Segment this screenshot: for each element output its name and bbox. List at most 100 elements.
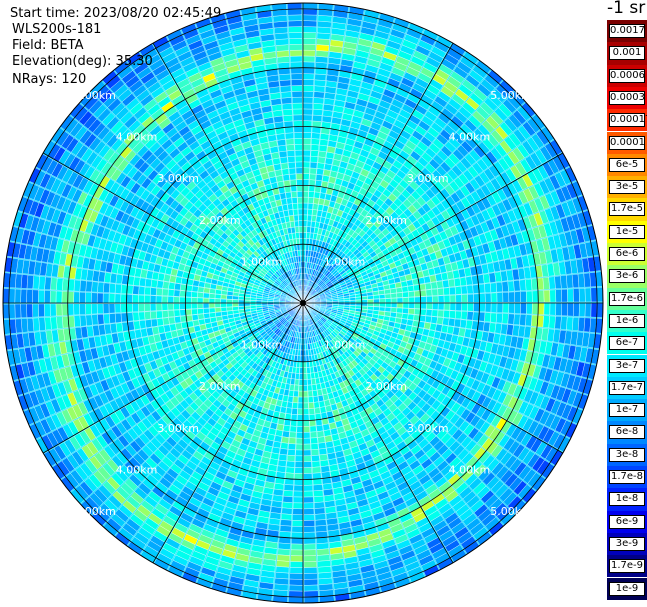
ppi-gate (232, 306, 239, 311)
ppi-gate (302, 244, 307, 251)
ppi-gate (466, 285, 474, 294)
ppi-gate (73, 291, 80, 304)
ppi-gate (290, 419, 297, 427)
ppi-gate (425, 309, 433, 317)
ppi-gate (455, 302, 462, 311)
ppi-gate (97, 314, 105, 325)
ppi-gate (289, 578, 304, 586)
ppi-gate (279, 525, 292, 533)
ppi-gate (436, 316, 444, 325)
ppi-gate (490, 292, 498, 303)
ppi-gate (138, 294, 145, 304)
ppi-gate (303, 584, 319, 592)
ppi-gate (303, 531, 316, 539)
ppi-gate (373, 298, 380, 303)
ppi-gate (302, 208, 308, 216)
ppi-gate (394, 317, 403, 324)
ppi-gate (185, 303, 192, 310)
ppi-gate (310, 372, 316, 380)
ppi-gate (543, 289, 551, 303)
ppi-gate (513, 313, 521, 326)
ppi-gate (303, 508, 315, 515)
ppi-gate (296, 432, 304, 439)
ppi-gate (384, 311, 391, 317)
ppi-gate (215, 311, 222, 318)
ppi-gate (307, 202, 314, 210)
ppi-gate (114, 293, 122, 304)
ppi-gate (209, 312, 217, 318)
ppi-gate (290, 378, 296, 386)
ppi-gate (291, 408, 298, 415)
ppi-gate (156, 318, 164, 327)
ppi-gate (303, 520, 315, 527)
ppi-gate (302, 79, 315, 86)
ppi-gate (309, 366, 315, 374)
ppi-gate (261, 302, 268, 306)
ppi-gate (191, 303, 198, 309)
ppi-gate (400, 318, 408, 325)
ppi-gate (460, 285, 468, 295)
ppi-gate (191, 285, 199, 293)
ppi-gate (303, 396, 309, 404)
ppi-gate (303, 514, 315, 521)
ppi-gate (302, 126, 312, 133)
ppi-gate (310, 443, 319, 450)
ppi-gate (315, 50, 329, 58)
ppi-gate (179, 309, 187, 317)
ppi-gate (191, 297, 198, 304)
ppi-gate (185, 297, 192, 304)
ppi-gate (303, 402, 309, 410)
ppi-gate (466, 311, 474, 321)
ppi-gate (338, 300, 345, 304)
ppi-gate (302, 149, 311, 157)
ppi-gate (297, 408, 304, 415)
ppi-gate (299, 367, 304, 374)
ppi-gate (526, 302, 533, 315)
ppi-gate (318, 198, 325, 206)
ppi-gate (232, 295, 239, 300)
ppi-gate (192, 319, 200, 327)
ppi-gate (307, 390, 313, 398)
ppi-gate (302, 120, 313, 127)
ppi-gate (289, 384, 295, 391)
ppi-gate (584, 302, 592, 318)
ppi-gate (437, 302, 445, 311)
ppi-gate (514, 302, 521, 314)
ppi-gate (168, 316, 176, 325)
ppi-gate (406, 279, 414, 287)
ppi-gate (132, 312, 140, 321)
ppi-gate (114, 283, 122, 294)
ppi-gate (273, 583, 289, 591)
ppi-gate (303, 449, 312, 457)
ppi-gate (583, 317, 591, 333)
ppi-gate (490, 302, 498, 313)
ppi-gate (132, 303, 139, 313)
ppi-gate (443, 287, 450, 296)
ppi-gate (302, 173, 310, 180)
ppi-gate (102, 303, 110, 314)
ppi-gate (313, 97, 324, 105)
ppi-gate (277, 542, 291, 550)
ppi-gate (49, 290, 57, 304)
ppi-gate (238, 306, 245, 310)
ppi-gate (303, 467, 313, 474)
ppi-gate (313, 395, 319, 403)
ppi-gate (297, 396, 304, 404)
ppi-gate (318, 400, 326, 408)
ppi-gate (478, 312, 486, 322)
ppi-gate (167, 303, 174, 311)
ppi-gate (302, 96, 314, 104)
ppi-gate (311, 384, 318, 391)
ppi-gate (508, 291, 515, 303)
ppi-gate (549, 302, 557, 316)
ppi-gate (555, 289, 562, 303)
ppi-gate (120, 284, 128, 294)
ppi-gate (337, 298, 345, 302)
ppi-gate (459, 319, 467, 329)
ppi-gate (303, 496, 314, 504)
ppi-gate (162, 281, 170, 290)
ppi-gate (314, 73, 327, 81)
ppi-gate (314, 501, 325, 509)
ppi-gate (455, 294, 462, 303)
ppi-gate (389, 288, 397, 294)
